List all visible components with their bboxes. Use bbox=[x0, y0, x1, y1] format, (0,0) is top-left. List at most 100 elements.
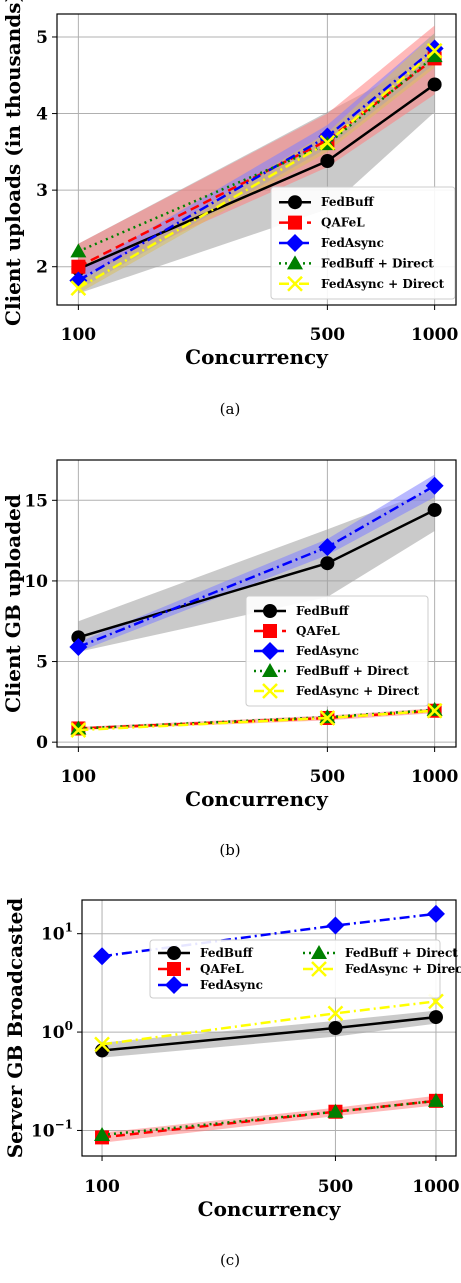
y-tick-label: 0 bbox=[36, 733, 48, 753]
data-point-fedbuffdirect bbox=[70, 243, 87, 258]
plot-area bbox=[69, 474, 444, 738]
legend-marker bbox=[167, 946, 181, 960]
legend-marker bbox=[288, 215, 302, 230]
x-axis-title: Concurrency bbox=[185, 787, 329, 811]
data-point-fedbuff bbox=[320, 154, 335, 169]
band-qafel bbox=[78, 708, 435, 731]
chart-panel-3: 100 500 1000 10−1 100 101 Concurrency Server GB… bbox=[3, 898, 461, 1269]
legend-marker bbox=[263, 624, 277, 638]
legend-marker bbox=[167, 962, 181, 976]
legend-item-fedasyncdirect: FedAsync + Direct bbox=[303, 961, 461, 977]
legend-marker bbox=[288, 195, 302, 210]
legend-item-fedbuffdirect: FedBuff + Direct bbox=[279, 255, 434, 270]
data-point-fedbuffdirect bbox=[426, 48, 443, 63]
data-point-fedbuffdirect bbox=[327, 1103, 344, 1118]
legend-label: FedAsync + Direct bbox=[296, 684, 420, 698]
band-fedasync bbox=[78, 33, 435, 290]
legend-marker bbox=[287, 255, 303, 270]
legend-item-fedasync: FedAsync bbox=[158, 976, 263, 994]
legend-label: FedAsync bbox=[200, 978, 263, 992]
x-axis-title: Concurrency bbox=[198, 1197, 342, 1221]
data-point-fedasync bbox=[93, 947, 112, 966]
legend-marker bbox=[165, 976, 183, 994]
chart-panel-1: 100 500 1000 2 3 4 5 Concurrency Client uploads … bbox=[1, 0, 458, 418]
data-point-fedbuff bbox=[427, 502, 442, 517]
data-point-fedasync bbox=[425, 476, 444, 495]
legend-marker bbox=[262, 683, 278, 699]
legend-item-fedasync: FedAsync bbox=[279, 234, 384, 252]
legend: FedBuff QAFeL FedAsync FedBuff + Direct FedA… bbox=[245, 595, 429, 707]
legend-item-fedbuff: FedBuff bbox=[158, 946, 254, 960]
legend-item-fedbuffdirect: FedBuff + Direct bbox=[303, 945, 458, 960]
x-tick-label: 100 bbox=[61, 767, 97, 787]
legend-box bbox=[245, 595, 429, 707]
legend: FedBuff QAFeL FedAsync FedBuff + Direct FedA… bbox=[270, 186, 456, 300]
legend-item-fedbuff: FedBuff bbox=[279, 195, 375, 210]
legend-marker bbox=[286, 234, 304, 252]
data-point-fedasync bbox=[426, 904, 445, 923]
legend-label: FedBuff + Direct bbox=[321, 256, 434, 270]
data-point-fedasync bbox=[318, 538, 337, 557]
data-point-fedbuffdirect bbox=[94, 1126, 111, 1141]
plot-area bbox=[93, 904, 445, 1145]
chart-panel-2: 100 500 1000 0 5 10 15 Concurrency Client GB upl… bbox=[1, 459, 458, 859]
legend-box bbox=[149, 939, 441, 999]
data-point-fedasyncdirect bbox=[70, 280, 87, 297]
y-tick-label: 10 bbox=[24, 572, 48, 592]
figure-caption: (b) bbox=[219, 841, 240, 859]
legend-box bbox=[270, 186, 456, 300]
data-point-fedasyncdirect bbox=[426, 42, 443, 59]
band-qafel bbox=[78, 25, 435, 279]
data-point-fedasyncdirect bbox=[70, 722, 87, 738]
legend-marker bbox=[311, 961, 327, 977]
data-point-fedbuffdirect bbox=[426, 701, 443, 716]
y-axis-title: Server GB Broadcasted bbox=[3, 898, 27, 1159]
y-tick-label: 100 bbox=[41, 1019, 73, 1043]
x-tick-label: 100 bbox=[61, 325, 97, 345]
x-tick-label: 1000 bbox=[412, 1177, 459, 1197]
x-tick-label: 500 bbox=[318, 1177, 354, 1197]
legend-label: QAFeL bbox=[296, 624, 340, 638]
series-line-qafel bbox=[77, 57, 436, 268]
legend-item-fedbuff: FedBuff bbox=[254, 604, 350, 618]
plot-frame bbox=[56, 459, 457, 748]
y-tick-label: 5 bbox=[36, 28, 48, 48]
data-point-fedbuff bbox=[428, 1010, 443, 1025]
x-tick-label: 100 bbox=[84, 1177, 120, 1197]
legend-label: FedBuff + Direct bbox=[345, 946, 458, 960]
legend-label: FedBuff bbox=[296, 604, 350, 618]
legend-item-fedasync: FedAsync bbox=[254, 642, 359, 660]
x-tick-label: 1000 bbox=[411, 325, 458, 345]
legend-label: FedBuff bbox=[200, 946, 254, 960]
figure-caption: (c) bbox=[220, 1251, 240, 1269]
data-point-fedasyncdirect bbox=[94, 1036, 110, 1053]
legend-item-fedasyncdirect: FedAsync + Direct bbox=[254, 683, 420, 699]
legend: FedBuff QAFeL FedAsync FedBuff + Direct FedA… bbox=[149, 939, 461, 999]
y-axis-title: Client GB uploaded bbox=[1, 494, 25, 713]
data-point-fedasyncdirect bbox=[319, 134, 336, 151]
legend-item-fedbuffdirect: FedBuff + Direct bbox=[254, 663, 409, 678]
figure-caption: (a) bbox=[220, 400, 241, 418]
x-tick-label: 500 bbox=[310, 767, 346, 787]
y-tick-label: 4 bbox=[36, 105, 48, 125]
y-tick-label: 3 bbox=[36, 181, 48, 201]
legend-marker bbox=[262, 663, 278, 677]
y-tick-label: 2 bbox=[36, 258, 48, 278]
legend-item-qafel: QAFeL bbox=[254, 624, 340, 638]
y-tick-label: 10−1 bbox=[31, 1117, 73, 1141]
legend-label: FedBuff + Direct bbox=[296, 664, 409, 678]
legend-item-qafel: QAFeL bbox=[279, 215, 365, 230]
legend-item-fedasyncdirect: FedAsync + Direct bbox=[279, 275, 445, 292]
x-tick-label: 500 bbox=[310, 325, 346, 345]
data-point-fedbuffdirect bbox=[319, 709, 336, 724]
legend-label: FedAsync + Direct bbox=[321, 277, 445, 291]
plot-frame bbox=[56, 13, 457, 306]
legend-label: FedAsync bbox=[296, 644, 359, 658]
y-tick-label: 15 bbox=[24, 491, 48, 511]
legend-label: FedAsync bbox=[321, 236, 384, 250]
data-point-fedasyncdirect bbox=[327, 1005, 344, 1022]
band-qafel bbox=[102, 1095, 436, 1143]
data-point-fedbuff bbox=[427, 77, 442, 92]
legend-label: QAFeL bbox=[200, 962, 244, 976]
